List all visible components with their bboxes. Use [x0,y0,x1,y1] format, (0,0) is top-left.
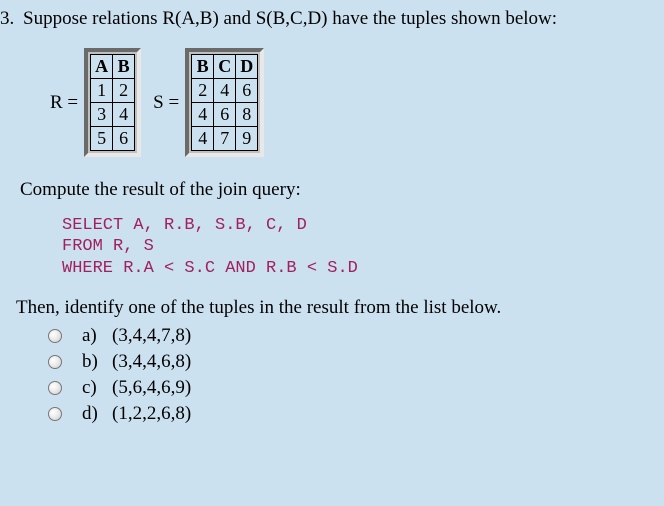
cell: 2 [192,79,214,103]
cell: 2 [113,79,135,103]
cell: 6 [236,79,258,103]
question-prompt: 3. Suppose relations R(A,B) and S(B,C,D)… [0,8,648,30]
option-c[interactable]: c) (5,6,4,6,9) [48,375,648,401]
col-header: A [91,55,113,79]
table-header-row: B C D [192,55,258,79]
relation-r-table: A B 1 2 3 4 5 6 [90,54,135,151]
relation-s-table-wrap: B C D 2 4 6 4 6 8 4 7 9 [185,48,264,157]
cell: 7 [214,127,236,151]
question-page: 3. Suppose relations R(A,B) and S(B,C,D)… [0,0,664,443]
table-row: 2 4 6 [192,79,258,103]
options-list: a) (3,4,4,7,8) b) (3,4,4,6,8) c) (5,6,4,… [48,323,648,427]
col-header: C [214,55,236,79]
cell: 6 [214,103,236,127]
table-row: 3 4 [91,103,135,127]
option-value: (3,4,4,6,8) [112,351,191,373]
table-row: 5 6 [91,127,135,151]
relation-s-table: B C D 2 4 6 4 6 8 4 7 9 [191,54,258,151]
option-letter: d) [82,403,102,425]
relations-row: R = A B 1 2 3 4 5 6 [50,48,648,157]
cell: 4 [192,127,214,151]
cell: 3 [91,103,113,127]
cell: 1 [91,79,113,103]
identify-text: Then, identify one of the tuples in the … [16,297,648,319]
question-text: Suppose relations R(A,B) and S(B,C,D) ha… [23,8,557,29]
option-value: (3,4,4,7,8) [112,325,191,347]
cell: 6 [113,127,135,151]
relation-s-label: S = [153,92,179,114]
radio-icon[interactable] [48,381,62,395]
cell: 4 [192,103,214,127]
col-header: D [236,55,258,79]
cell: 4 [113,103,135,127]
option-value: (1,2,2,6,8) [112,403,191,425]
table-row: 4 7 9 [192,127,258,151]
compute-text: Compute the result of the join query: [20,179,648,201]
relation-r-label: R = [50,92,78,114]
option-letter: a) [82,325,102,347]
cell: 9 [236,127,258,151]
table-row: 4 6 8 [192,103,258,127]
cell: 4 [214,79,236,103]
relation-r-table-wrap: A B 1 2 3 4 5 6 [84,48,141,157]
cell: 5 [91,127,113,151]
option-value: (5,6,4,6,9) [112,377,191,399]
table-row: 1 2 [91,79,135,103]
option-b[interactable]: b) (3,4,4,6,8) [48,349,648,375]
question-number: 3. [0,8,14,29]
table-header-row: A B [91,55,135,79]
sql-query: SELECT A, R.B, S.B, C, D FROM R, S WHERE… [62,215,648,279]
cell: 8 [236,103,258,127]
option-letter: c) [82,377,102,399]
option-a[interactable]: a) (3,4,4,7,8) [48,323,648,349]
option-letter: b) [82,351,102,373]
radio-icon[interactable] [48,355,62,369]
radio-icon[interactable] [48,407,62,421]
col-header: B [113,55,135,79]
col-header: B [192,55,214,79]
option-d[interactable]: d) (1,2,2,6,8) [48,401,648,427]
radio-icon[interactable] [48,329,62,343]
